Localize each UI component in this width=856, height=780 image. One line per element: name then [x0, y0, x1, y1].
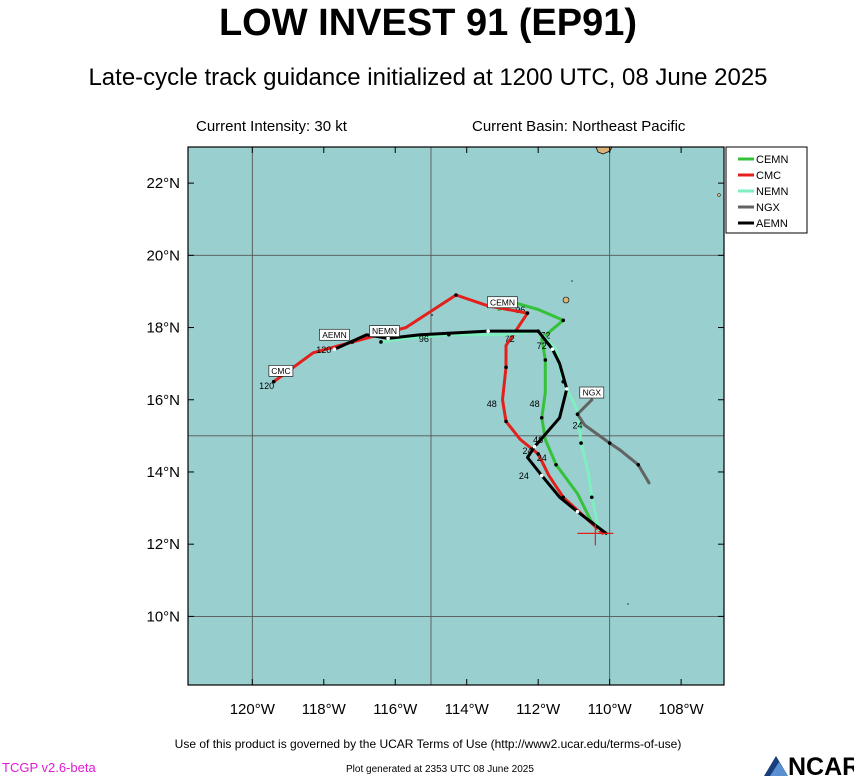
lat-lon-grid [188, 147, 724, 685]
forecast-hour-label: 48 [530, 399, 540, 409]
track-point [486, 329, 490, 333]
forecast-hour-label: 24 [537, 453, 547, 463]
forecast-hour-label: 24 [522, 446, 532, 456]
terms-of-use: Use of this product is governed by the U… [174, 737, 682, 751]
island-clarion [431, 314, 433, 316]
model-tag-aemn: AEMN [322, 330, 347, 340]
legend-label-ngx: NGX [756, 202, 781, 214]
x-tick-label: 118°W [302, 701, 347, 718]
track-point [379, 340, 383, 344]
legend-label-nemn: NEMN [756, 186, 788, 198]
forecast-hour-label: 120 [259, 381, 274, 391]
ncar-logo: NCAR [764, 753, 854, 778]
track-point [504, 419, 508, 424]
legend-label-aemn: AEMN [756, 218, 788, 230]
x-tick-label: 120°W [230, 701, 276, 718]
y-tick-label: 10°N [146, 608, 180, 625]
model-tag-ngx: NGX [583, 388, 602, 398]
y-tick-label: 20°N [146, 247, 180, 264]
track-point [561, 318, 565, 323]
current-intensity: Current Intensity: 30 kt [196, 118, 347, 135]
model-tag-box [487, 296, 518, 309]
forecast-hour-label: 72 [505, 334, 515, 344]
x-tick-label: 114°W [445, 701, 490, 718]
ocean-area [188, 147, 724, 685]
track-point [539, 416, 544, 420]
land-areas [431, 147, 721, 605]
track-point [575, 412, 580, 416]
initial-position-marker [577, 523, 614, 546]
track-point [332, 347, 337, 352]
track-point [636, 462, 641, 467]
track-point [539, 473, 544, 478]
track-aemn [333, 329, 608, 535]
y-tick-label: 18°N [146, 320, 180, 337]
forecast-hour-label: 24 [519, 471, 529, 481]
track-point [607, 441, 612, 445]
track-point [532, 444, 537, 449]
model-tag-box [268, 365, 294, 377]
chart-subtitle: Late-cycle track guidance initialized at… [88, 64, 768, 91]
model-tag-box [319, 328, 350, 341]
forecast-hour-label: 120 [316, 345, 331, 355]
track-point [550, 347, 555, 352]
x-tick-label: 112°W [516, 701, 561, 718]
svg-text:NCAR: NCAR [788, 753, 854, 778]
forecast-hour-label: 96 [515, 305, 525, 315]
legend: CEMN CMC NEMN NGX AEMN [725, 146, 808, 234]
track-point [564, 387, 569, 391]
x-tick-labels: 120°W 118°W 116°W 114°W 112°W 110°W 108°W [230, 147, 705, 718]
y-tick-label: 12°N [146, 536, 180, 553]
version-label: TCGP v2.6-beta [2, 760, 96, 775]
track-point [589, 495, 594, 500]
x-tick-label: 116°W [373, 701, 418, 718]
plot-generated-time: Plot generated at 2353 UTC 08 June 2025 [346, 764, 534, 775]
track-point [536, 452, 540, 456]
model-tags: CMC AEMN NEMN CEMN NGX [268, 296, 605, 399]
model-tag-box [369, 325, 400, 337]
model-tag-cemn: CEMN [490, 297, 515, 307]
forecast-hour-label: 72 [537, 341, 547, 351]
island-socorro [562, 296, 570, 304]
track-point [543, 358, 548, 362]
track-point [554, 462, 558, 467]
current-basin: Current Basin: Northeast Pacific [472, 118, 686, 135]
island-small [717, 193, 721, 197]
track-point [386, 336, 390, 341]
forecast-hour-label: 48 [533, 435, 543, 445]
track-point [504, 365, 508, 370]
x-tick-label: 110°W [588, 701, 633, 718]
track-point [271, 379, 276, 384]
legend-label-cemn: CEMN [756, 154, 788, 166]
forecast-hour-label: 24 [572, 421, 582, 431]
forecast-hour-label: 72 [540, 330, 550, 340]
chart-title: LOW INVEST 91 (EP91) [218, 2, 638, 44]
track-point [579, 441, 583, 445]
island-clipperton [627, 603, 629, 605]
island-tiny [571, 280, 573, 282]
y-tick-label: 22°N [146, 175, 180, 192]
model-tag-box [579, 386, 605, 399]
track-point [575, 509, 580, 514]
y-tick-labels: 22°N 20°N 18°N 16°N 14°N 12°N 10°N [146, 175, 724, 625]
x-tick-label: 108°W [659, 701, 705, 718]
forecast-hour-label: 48 [487, 399, 497, 409]
track-point [454, 293, 458, 297]
track-point [525, 311, 530, 315]
track-cemn [497, 300, 608, 535]
legend-label-cmc: CMC [756, 170, 781, 182]
model-tag-nemn: NEMN [372, 326, 397, 336]
model-tag-cmc: CMC [271, 366, 290, 376]
coastline-mexico [595, 147, 613, 155]
plot-frame [187, 146, 725, 686]
forecast-hour-label: 96 [419, 334, 429, 344]
y-tick-label: 14°N [146, 464, 180, 481]
y-tick-label: 16°N [146, 392, 180, 409]
